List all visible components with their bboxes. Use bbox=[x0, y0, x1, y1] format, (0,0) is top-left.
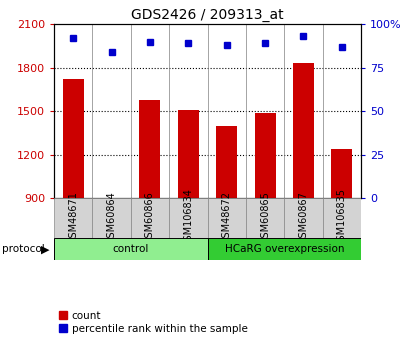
Bar bbox=[178, 110, 199, 198]
Text: GSM48672: GSM48672 bbox=[222, 191, 232, 244]
Bar bbox=[208, 198, 246, 238]
Bar bbox=[323, 198, 361, 238]
Bar bbox=[131, 198, 169, 238]
Text: GSM106835: GSM106835 bbox=[337, 188, 347, 247]
Title: GDS2426 / 209313_at: GDS2426 / 209313_at bbox=[131, 8, 284, 22]
Bar bbox=[246, 198, 284, 238]
Text: GSM60867: GSM60867 bbox=[298, 191, 308, 244]
Text: GSM60864: GSM60864 bbox=[107, 191, 117, 244]
Legend: count, percentile rank within the sample: count, percentile rank within the sample bbox=[55, 307, 252, 338]
Bar bbox=[208, 238, 361, 260]
Text: GSM60865: GSM60865 bbox=[260, 191, 270, 244]
Bar bbox=[331, 149, 352, 198]
Bar bbox=[54, 198, 92, 238]
Bar bbox=[169, 198, 208, 238]
Text: protocol: protocol bbox=[2, 244, 45, 254]
Bar bbox=[101, 198, 122, 203]
Bar bbox=[63, 79, 84, 198]
Text: GSM60866: GSM60866 bbox=[145, 191, 155, 244]
Text: HCaRG overexpression: HCaRG overexpression bbox=[225, 244, 344, 254]
Bar bbox=[254, 113, 276, 198]
Bar bbox=[54, 238, 208, 260]
Text: control: control bbox=[112, 244, 149, 254]
Bar bbox=[139, 100, 161, 198]
Bar bbox=[93, 198, 131, 238]
Text: GSM106834: GSM106834 bbox=[183, 188, 193, 247]
Bar bbox=[284, 198, 323, 238]
Bar bbox=[293, 63, 314, 198]
Bar bbox=[216, 126, 237, 198]
Text: GSM48671: GSM48671 bbox=[68, 191, 78, 244]
Text: ▶: ▶ bbox=[41, 244, 49, 254]
